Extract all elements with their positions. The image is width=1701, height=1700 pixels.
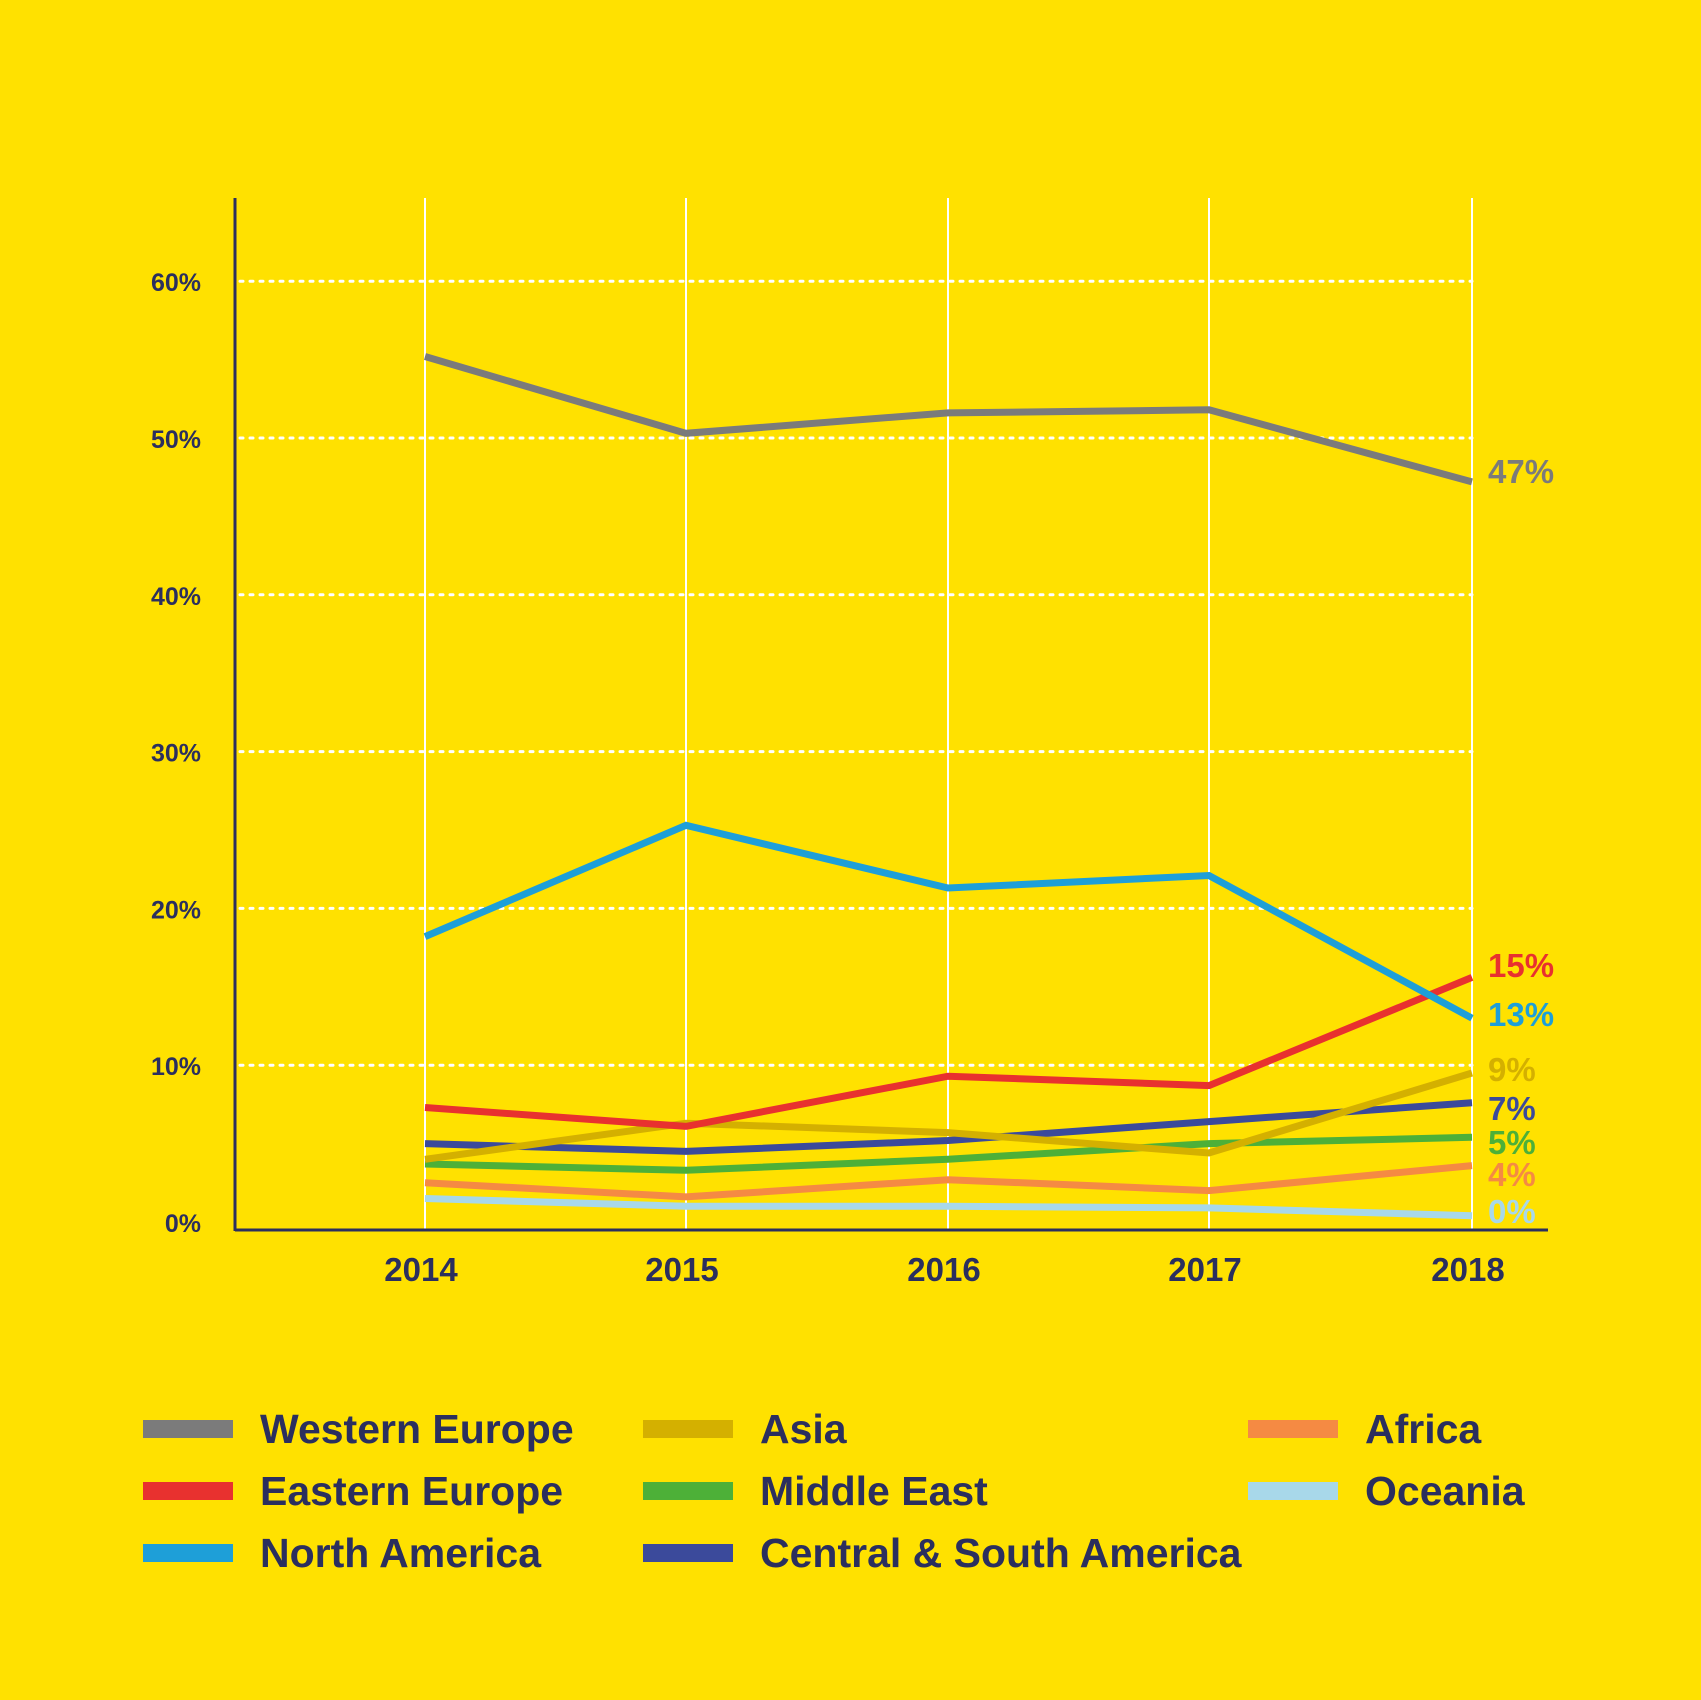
legend-label-africa: Africa: [1365, 1406, 1482, 1452]
y-tick-label-60pct: 60%: [151, 269, 201, 297]
series-line-africa: [424, 1162, 1473, 1201]
end-label-central-and-south-america: 7%: [1488, 1090, 1536, 1127]
end-label-oceania: 0%: [1488, 1193, 1536, 1230]
end-label-middle-east: 5%: [1488, 1124, 1536, 1161]
y-tick-label-20pct: 20%: [151, 896, 201, 924]
end-label-eastern-europe: 15%: [1488, 947, 1554, 984]
x-tick-label-2015: 2015: [645, 1251, 718, 1288]
y-tick-label-10pct: 10%: [151, 1053, 201, 1081]
y-tick-label-30pct: 30%: [151, 740, 201, 768]
legend-label-asia: Asia: [760, 1406, 848, 1452]
series-line-north-america: [423, 821, 1474, 1022]
legend-swatch-asia: [643, 1420, 733, 1438]
end-label-western-europe: 47%: [1488, 453, 1554, 490]
legend-swatch-north-america: [143, 1544, 233, 1562]
y-tick-label-40pct: 40%: [151, 583, 201, 611]
series-line-western-europe: [424, 353, 1473, 486]
legend-label-western-europe: Western Europe: [260, 1406, 574, 1452]
legend-label-oceania: Oceania: [1365, 1468, 1526, 1514]
legend-swatch-middle-east: [643, 1482, 733, 1500]
series-line-eastern-europe: [424, 974, 1474, 1130]
y-tick-label-50pct: 50%: [151, 426, 201, 454]
end-label-asia: 9%: [1488, 1051, 1536, 1088]
legend-label-middle-east: Middle East: [760, 1468, 988, 1514]
series-line-middle-east: [424, 1133, 1473, 1174]
end-label-north-america: 13%: [1488, 996, 1554, 1033]
legend-swatch-eastern-europe: [143, 1482, 233, 1500]
legend-swatch-oceania: [1248, 1482, 1338, 1500]
series-line-oceania: [424, 1195, 1473, 1220]
legend-swatch-central-and-south-america: [643, 1544, 733, 1562]
legend-swatch-western-europe: [143, 1420, 233, 1438]
legend-label-north-america: North America: [260, 1530, 542, 1576]
legend-label-central-and-south-america: Central & South America: [760, 1530, 1243, 1576]
legend-swatch-africa: [1248, 1420, 1338, 1438]
series-line-central-and-south-america: [424, 1099, 1473, 1155]
series-line-asia: [424, 1069, 1474, 1163]
legend-label-eastern-europe: Eastern Europe: [260, 1468, 563, 1514]
end-label-africa: 4%: [1488, 1156, 1536, 1193]
x-tick-label-2017: 2017: [1168, 1251, 1241, 1288]
x-tick-label-2018: 2018: [1431, 1251, 1504, 1288]
y-tick-label-0pct: 0%: [165, 1210, 201, 1238]
x-tick-label-2014: 2014: [384, 1251, 458, 1288]
x-tick-label-2016: 2016: [907, 1251, 980, 1288]
